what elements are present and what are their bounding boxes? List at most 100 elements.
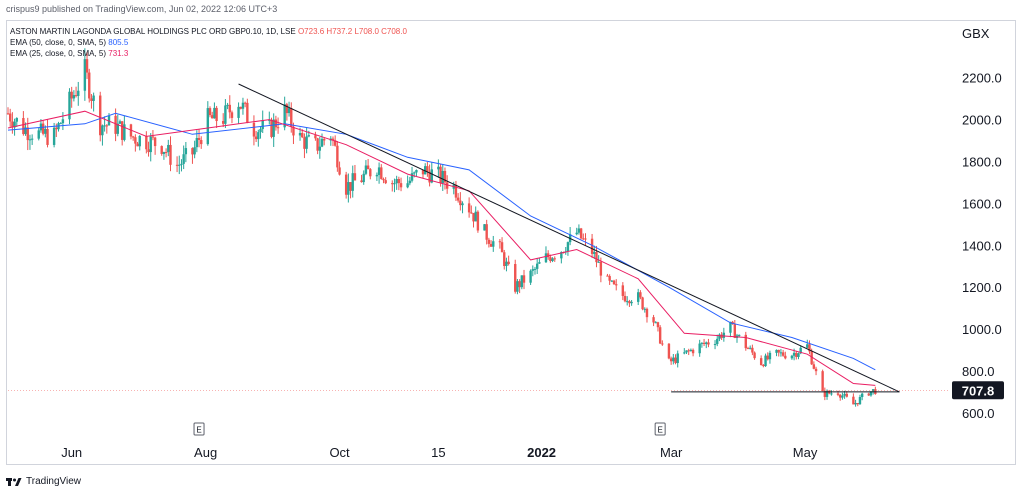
candle-body (549, 257, 552, 262)
candle-body (858, 396, 862, 405)
candle-body (320, 138, 324, 147)
candle-body (151, 136, 155, 138)
candle-body (535, 263, 539, 269)
candle-body (276, 127, 280, 129)
candle-body (707, 342, 710, 345)
candle-body (301, 133, 304, 138)
candle-body (331, 138, 335, 141)
candle-body (845, 393, 848, 397)
candle-body (716, 338, 719, 345)
candle-body (164, 152, 168, 154)
candle-body (860, 393, 864, 397)
candle-body (806, 344, 809, 348)
candle-body (259, 129, 262, 133)
currency-label: GBX (962, 26, 990, 41)
candle-body (191, 148, 194, 155)
candle-body (254, 136, 258, 140)
candle-body (193, 147, 196, 155)
tradingview-logo[interactable]: TradingView (6, 476, 81, 487)
price-badge (952, 381, 1004, 400)
candle-body (546, 253, 550, 258)
x-tick-label: May (793, 445, 818, 460)
candle-body (500, 242, 504, 253)
candle-body (243, 102, 247, 104)
candle-body (656, 322, 660, 328)
candle-body (257, 132, 260, 140)
candle-body (553, 258, 556, 260)
candle-body (90, 98, 93, 101)
candle-body (153, 137, 157, 147)
candle-body (685, 350, 688, 353)
ema50-value: 805.5 (108, 38, 129, 47)
candle-body (516, 281, 519, 292)
candle-body (30, 138, 34, 140)
candle-body (748, 347, 752, 349)
x-tick-label: Jun (61, 445, 82, 460)
candle-body (336, 145, 339, 168)
candle-body (360, 180, 363, 183)
candle-body (178, 164, 181, 166)
candle-body (182, 154, 185, 164)
candle-body (92, 95, 95, 101)
candle-body (208, 108, 212, 116)
tradingview-icon (6, 477, 22, 486)
y-tick-label: 1400.0 (962, 238, 1002, 253)
candle-body (691, 349, 695, 354)
candle-body (474, 211, 477, 222)
price-badge-label: 707.8 (962, 383, 995, 398)
ema25-label[interactable]: EMA (25, close, 0, SMA, 5) (10, 49, 107, 58)
candle-body (37, 130, 40, 139)
candle-body (746, 348, 750, 350)
candle-body (28, 139, 32, 141)
candle-body (768, 352, 772, 360)
earnings-marker-label: E (196, 426, 201, 435)
y-tick-label: 1000.0 (962, 322, 1002, 337)
candle-body (134, 137, 137, 144)
candle-body (790, 355, 794, 359)
earnings-marker-label: E (657, 426, 662, 435)
ema50-line (7, 112, 876, 371)
x-tick-label: Aug (194, 445, 217, 460)
candle-body (439, 166, 442, 184)
candle-body (590, 238, 594, 254)
candle-body (643, 308, 646, 310)
candle-body (274, 119, 278, 128)
candle-body (169, 144, 172, 165)
candle-body (518, 281, 521, 288)
candle-body (8, 113, 12, 122)
candle-body (498, 241, 502, 243)
candle-body (303, 137, 306, 149)
axes-layer: 600.0 800.0 1000.0 1200.0 1400.0 1600.0 1800.0… (61, 71, 1002, 460)
ema50-label[interactable]: EMA (50, close, 0, SMA, 5) (10, 38, 107, 47)
candle-body (470, 212, 473, 214)
candle-body (272, 119, 275, 137)
candle-body (246, 102, 249, 123)
candle-body (215, 107, 218, 122)
candle-body (11, 121, 14, 128)
candle-body (180, 163, 183, 165)
candle-body (344, 174, 348, 195)
y-tick-label: 600.0 (962, 406, 995, 421)
candle-body (375, 174, 379, 177)
candle-body (784, 355, 787, 359)
candle-body (621, 285, 625, 296)
candle-body (285, 104, 289, 114)
candle-body (456, 197, 460, 201)
candle-body (103, 125, 106, 127)
candle-body (579, 228, 583, 239)
candle-body (483, 224, 486, 231)
candle-body (85, 59, 89, 73)
ohlc-values: O723.6 H737.2 L708.0 C708.0 (297, 27, 407, 36)
candle-body (459, 200, 462, 206)
candle-body (867, 393, 870, 396)
candle-body (338, 167, 341, 175)
candle-body (116, 123, 119, 134)
candle-body (74, 95, 78, 97)
candle-body (221, 121, 225, 124)
candle-body (689, 349, 693, 351)
candle-body (533, 268, 537, 270)
candle-body (702, 342, 706, 344)
x-tick-label: 2022 (527, 445, 556, 460)
candle-body (623, 295, 627, 302)
